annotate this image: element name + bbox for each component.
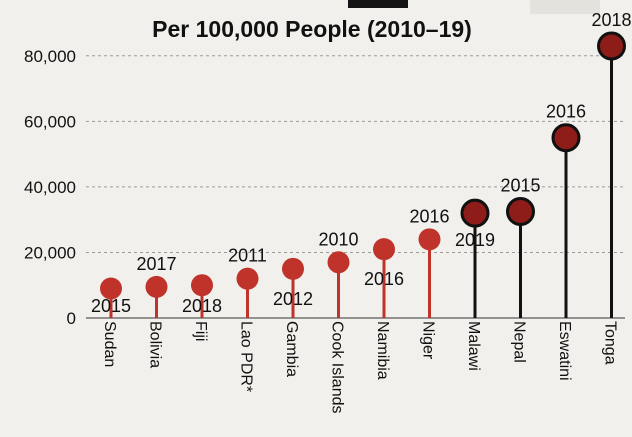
data-point (373, 238, 395, 261)
chart-title: Per 100,000 People (2010–19) (152, 16, 472, 42)
y-tick-label: 60,000 (24, 112, 76, 131)
year-labels: 2015 2017 2018 2011 2012 2010 2016 2016 2019 2015… (91, 10, 632, 316)
year-label: 2016 (409, 206, 449, 226)
category-label: Fiji (192, 321, 209, 341)
grid-lines (86, 55, 625, 253)
year-label: 2018 (182, 296, 222, 316)
year-label: 2010 (318, 229, 358, 249)
y-tick-label: 40,000 (24, 178, 76, 197)
data-point (597, 31, 626, 61)
year-label: 2016 (364, 269, 404, 289)
data-point (145, 275, 168, 298)
y-axis-ticks: 0 20,000 40,000 60,000 80,000 (24, 47, 76, 328)
data-point (551, 123, 581, 153)
data-point (506, 196, 535, 226)
data-point (191, 274, 213, 297)
y-tick-label: 80,000 (24, 47, 76, 66)
year-label: 2017 (136, 254, 176, 274)
year-label: 2015 (500, 175, 540, 195)
year-label: 2015 (91, 296, 131, 316)
category-labels: Sudan Bolivia Fiji Lao PDR* Gambia Cook Islan… (101, 321, 619, 414)
y-tick-label: 0 (67, 309, 76, 328)
category-label: Nepal (511, 321, 528, 363)
category-label: Malawi (465, 321, 482, 371)
category-label: Tonga (602, 321, 619, 365)
page-glare (530, 0, 600, 14)
data-point (100, 277, 122, 300)
category-label: Eswatini (556, 321, 573, 381)
data-point (418, 228, 441, 251)
year-label: 2016 (546, 102, 586, 122)
cropped-title-remnant (348, 0, 408, 8)
category-label: Lao PDR* (238, 321, 255, 392)
data-point (460, 198, 490, 228)
category-label: Gambia (283, 321, 300, 377)
year-label: 2019 (455, 230, 495, 250)
year-label: 2011 (228, 246, 267, 266)
data-point (282, 257, 304, 280)
data-point (327, 251, 350, 274)
year-label: 2012 (273, 289, 313, 309)
year-label: 2018 (591, 10, 631, 30)
stems (109, 45, 613, 318)
category-label: Niger (420, 321, 437, 360)
category-label: Sudan (101, 321, 118, 367)
category-label: Bolivia (147, 321, 164, 368)
category-label: Namibia (374, 321, 391, 380)
markers (100, 31, 626, 300)
data-point (236, 267, 259, 290)
y-tick-label: 20,000 (24, 243, 76, 262)
category-label: Cook Islands (329, 321, 346, 414)
